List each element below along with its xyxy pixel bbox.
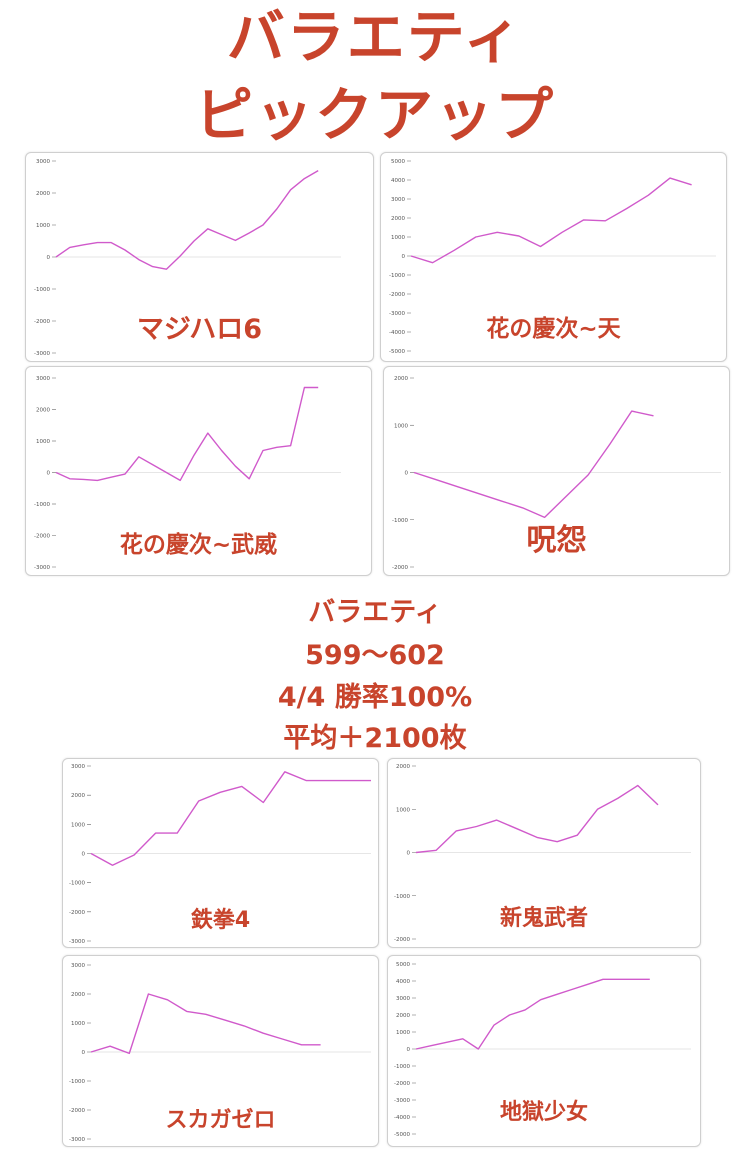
series-line bbox=[413, 410, 654, 519]
y-tick-label: 1000 bbox=[396, 1030, 410, 1036]
y-tick-label: -3000 bbox=[34, 565, 50, 571]
y-tick-label: -3000 bbox=[394, 1098, 410, 1104]
y-tick-label: 1000 bbox=[396, 807, 410, 813]
chart-label: スカガゼロ bbox=[165, 1108, 276, 1133]
y-tick-label: 0 bbox=[407, 1047, 411, 1053]
chart-label: 花の慶次~天 bbox=[486, 315, 621, 342]
y-tick-label: 1000 bbox=[71, 822, 85, 828]
y-tick-label: -1000 bbox=[34, 287, 50, 293]
y-tick-label: 0 bbox=[405, 471, 409, 477]
y-tick-label: -3000 bbox=[69, 1137, 85, 1143]
summary-win-rate: 4/4 勝率100% bbox=[277, 682, 473, 713]
y-tick-label: 2000 bbox=[394, 376, 408, 382]
line-chart: 5000 4000 3000 2000 1000 0 -1000 -2000 -3000 -400… bbox=[389, 159, 716, 355]
y-tick-label: -2000 bbox=[34, 534, 50, 540]
y-tick-label: 3000 bbox=[391, 197, 405, 203]
y-tick-label: -2000 bbox=[394, 1081, 410, 1087]
y-tick-label: 1000 bbox=[36, 223, 50, 229]
summary-machine-range: 599〜602 bbox=[305, 640, 445, 671]
chart-card: 3000 2000 1000 0 -1000 -2000 -3000 スカガゼロ bbox=[62, 955, 379, 1147]
chart-card: 3000 2000 1000 0 -1000 -2000 -3000 鉄拳4 bbox=[62, 758, 379, 948]
chart-label: 地獄少女 bbox=[499, 1100, 588, 1125]
chart-card: 2000 1000 0 -1000 -2000 新鬼武者 bbox=[387, 758, 701, 948]
y-tick-label: 1000 bbox=[36, 439, 50, 445]
chart-card: 3000 2000 1000 0 -1000 -2000 -3000 マジハロ6 bbox=[25, 152, 374, 362]
y-tick-label: -3000 bbox=[389, 311, 405, 317]
page-title: バラエティ bbox=[226, 3, 524, 71]
chart-label: 花の慶次~武威 bbox=[119, 531, 278, 558]
page-subtitle: ピックアップ bbox=[194, 81, 555, 149]
series-line bbox=[410, 177, 692, 264]
y-tick-label: -5000 bbox=[394, 1132, 410, 1138]
chart-label: 呪怨 bbox=[526, 523, 587, 558]
y-tick-label: 3000 bbox=[71, 963, 85, 969]
y-tick-label: -1000 bbox=[392, 518, 408, 524]
y-tick-label: 2000 bbox=[391, 216, 405, 222]
y-tick-label: 0 bbox=[82, 1050, 86, 1056]
y-tick-label: 0 bbox=[47, 255, 51, 261]
series-line bbox=[55, 386, 319, 482]
y-tick-label: 4000 bbox=[391, 178, 405, 184]
y-tick-label: 1000 bbox=[394, 423, 408, 429]
y-tick-label: 5000 bbox=[396, 962, 410, 968]
y-tick-label: -2000 bbox=[69, 1108, 85, 1114]
y-tick-label: -1000 bbox=[394, 1064, 410, 1070]
y-tick-label: 3000 bbox=[71, 764, 85, 770]
y-tick-label: -4000 bbox=[389, 330, 405, 336]
y-tick-label: 1000 bbox=[71, 1021, 85, 1027]
line-chart: 3000 2000 1000 0 -1000 -2000 -3000 bbox=[34, 376, 341, 571]
chart-label: 鉄拳4 bbox=[190, 908, 251, 933]
line-chart: 3000 2000 1000 0 -1000 -2000 -3000 bbox=[34, 159, 341, 357]
y-tick-label: 2000 bbox=[71, 992, 85, 998]
y-tick-label: -3000 bbox=[34, 351, 50, 357]
y-tick-label: -1000 bbox=[394, 894, 410, 900]
series-line bbox=[90, 771, 371, 866]
chart-card: 5000 4000 3000 2000 1000 0 -1000 -2000 -3000 -400… bbox=[380, 152, 727, 362]
y-tick-label: 4000 bbox=[396, 979, 410, 985]
y-tick-label: 0 bbox=[402, 254, 406, 260]
series-line bbox=[415, 978, 650, 1050]
chart-label: 新鬼武者 bbox=[499, 906, 588, 931]
y-tick-label: -4000 bbox=[394, 1115, 410, 1121]
y-tick-label: -1000 bbox=[69, 1079, 85, 1085]
y-tick-label: 0 bbox=[407, 851, 411, 857]
y-tick-label: -1000 bbox=[69, 881, 85, 887]
y-tick-label: 2000 bbox=[71, 793, 85, 799]
y-tick-label: -2000 bbox=[69, 910, 85, 916]
y-tick-label: -5000 bbox=[389, 349, 405, 355]
summary-average: 平均＋2100枚 bbox=[283, 723, 467, 754]
y-tick-label: -2000 bbox=[34, 319, 50, 325]
line-chart: 2000 1000 0 -1000 -2000 bbox=[394, 764, 691, 943]
summary-category: バラエティ bbox=[308, 597, 442, 628]
y-tick-label: 3000 bbox=[36, 376, 50, 382]
chart-card: 3000 2000 1000 0 -1000 -2000 -3000 花の慶次~武威 bbox=[25, 366, 372, 576]
chart-card: 2000 1000 0 -1000 -2000 呪怨 bbox=[383, 366, 730, 576]
y-tick-label: -1000 bbox=[389, 273, 405, 279]
y-tick-label: 5000 bbox=[391, 159, 405, 165]
y-tick-label: 2000 bbox=[36, 191, 50, 197]
y-tick-label: -3000 bbox=[69, 939, 85, 945]
chart-card: 5000 4000 3000 2000 1000 0 -1000 -2000 -3000 -400… bbox=[387, 955, 701, 1147]
series-line bbox=[415, 784, 659, 854]
y-tick-label: -2000 bbox=[392, 565, 408, 571]
y-tick-label: 2000 bbox=[36, 408, 50, 414]
y-tick-label: -2000 bbox=[394, 937, 410, 943]
chart-label: マジハロ6 bbox=[136, 313, 263, 345]
line-chart: 2000 1000 0 -1000 -2000 bbox=[392, 376, 721, 571]
y-tick-label: -2000 bbox=[389, 292, 405, 298]
line-chart: 3000 2000 1000 0 -1000 -2000 -3000 bbox=[69, 963, 371, 1143]
y-tick-label: 1000 bbox=[391, 235, 405, 241]
y-tick-label: 2000 bbox=[396, 1013, 410, 1019]
y-tick-label: -1000 bbox=[34, 502, 50, 508]
line-chart: 3000 2000 1000 0 -1000 -2000 -3000 bbox=[69, 764, 371, 945]
y-tick-label: 2000 bbox=[396, 764, 410, 770]
series-line bbox=[55, 169, 319, 270]
line-chart: 5000 4000 3000 2000 1000 0 -1000 -2000 -3000 -400… bbox=[394, 962, 691, 1138]
y-tick-label: 3000 bbox=[36, 159, 50, 165]
y-tick-label: 0 bbox=[47, 471, 51, 477]
series-line bbox=[90, 993, 321, 1055]
y-tick-label: 0 bbox=[82, 852, 86, 858]
y-tick-label: 3000 bbox=[396, 996, 410, 1002]
